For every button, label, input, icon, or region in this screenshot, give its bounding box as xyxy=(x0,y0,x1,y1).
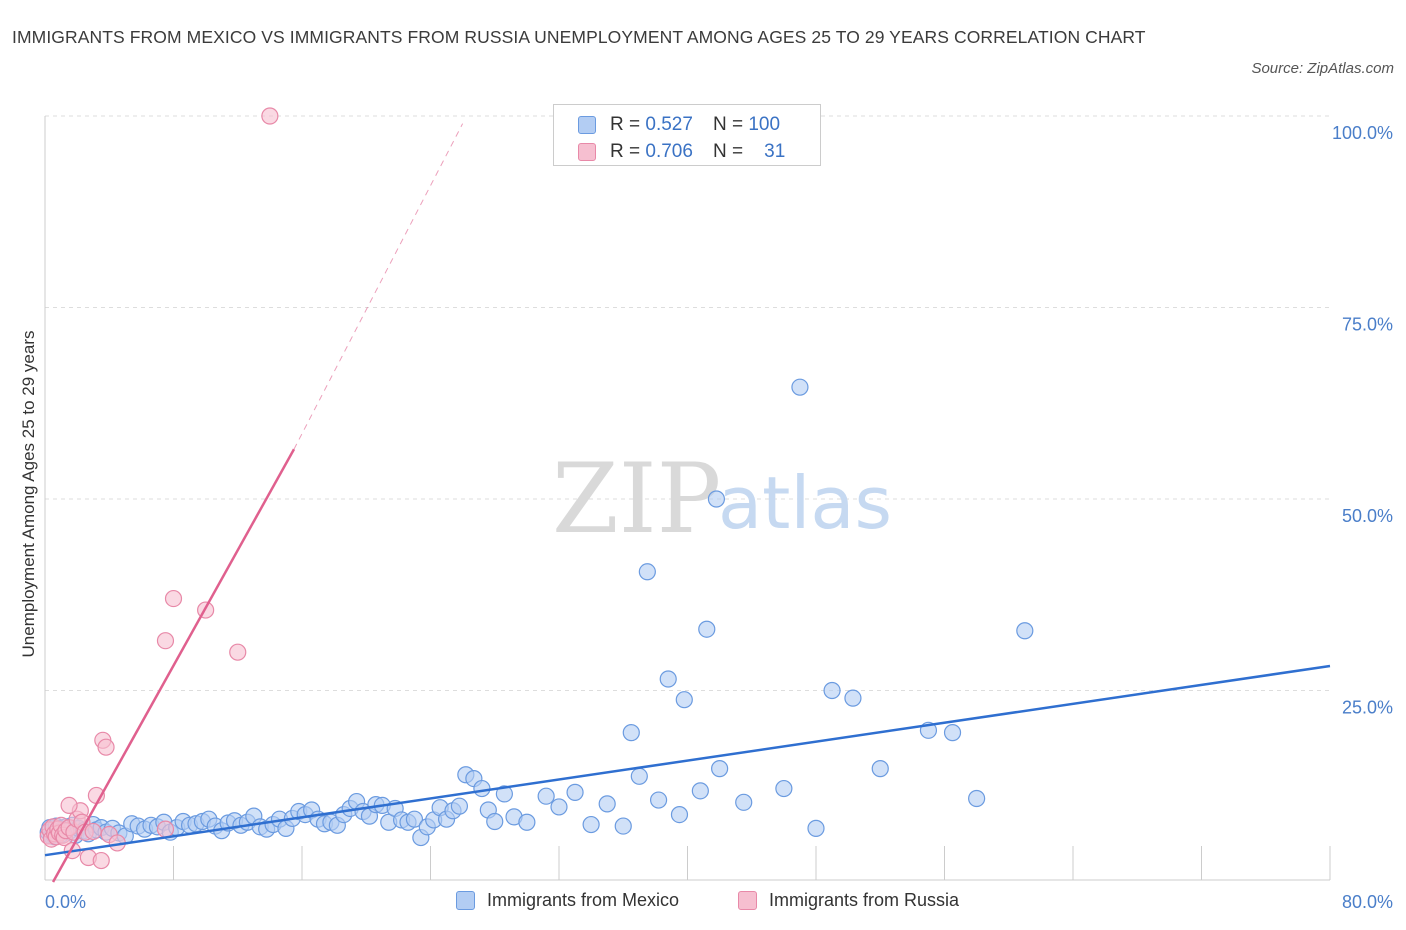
legend-row-mexico: R = 0.527 N = 100 xyxy=(578,112,780,138)
y-tick-label-50: 50.0% xyxy=(1342,506,1393,526)
russia-point xyxy=(164,589,183,608)
bottom-legend-label-mexico: Immigrants from Mexico xyxy=(487,890,680,910)
mexico-point xyxy=(735,793,753,811)
legend-r-label: R = xyxy=(610,114,641,135)
russia-point xyxy=(60,796,78,815)
mexico-point xyxy=(537,787,555,805)
mexico-point xyxy=(566,783,584,801)
bottom-legend-swatch-russia xyxy=(738,891,757,910)
russia-point xyxy=(156,632,175,650)
trend-line-russia xyxy=(51,448,296,883)
legend-r-mexico: 0.527 xyxy=(645,114,693,135)
gridlines xyxy=(45,115,1330,691)
bottom-legend-swatch-mexico xyxy=(456,891,475,910)
series-russia xyxy=(39,107,279,870)
mexico-point xyxy=(450,797,469,815)
x-tick-label-min: 0.0% xyxy=(45,892,86,912)
mexico-point xyxy=(486,812,504,831)
x-tick-labels: 0.0% 80.0% xyxy=(45,892,1393,912)
legend-n-label: N = xyxy=(712,141,744,162)
russia-point xyxy=(84,822,102,841)
mexico-point xyxy=(614,817,632,835)
trend-lines xyxy=(44,123,1331,883)
mexico-point xyxy=(844,689,862,707)
mexico-point xyxy=(659,670,677,688)
legend-r-label: R = xyxy=(610,141,641,162)
russia-point xyxy=(97,738,115,756)
mexico-point xyxy=(582,815,600,834)
series-mexico xyxy=(39,378,1034,847)
y-tick-label-25: 25.0% xyxy=(1342,698,1393,718)
bottom-legend-mexico: Immigrants from Mexico xyxy=(456,890,679,911)
mexico-point xyxy=(871,760,889,778)
watermark-atlas: atlas xyxy=(718,461,892,545)
y-tick-label-75: 75.0% xyxy=(1342,315,1393,335)
mexico-point xyxy=(675,691,693,709)
mexico-point xyxy=(598,795,616,813)
mexico-point xyxy=(823,681,841,700)
mexico-point xyxy=(670,805,689,824)
mexico-point xyxy=(622,724,640,742)
bottom-legend-label-russia: Immigrants from Russia xyxy=(769,890,960,910)
mexico-point xyxy=(550,798,568,816)
x-tick-label-max: 80.0% xyxy=(1342,892,1393,912)
mexico-point xyxy=(807,819,825,837)
legend-swatch-mexico xyxy=(578,116,596,134)
chart-title: IMMIGRANTS FROM MEXICO VS IMMIGRANTS FRO… xyxy=(12,27,1146,47)
legend-r-russia: 0.706 xyxy=(645,141,693,162)
mexico-point xyxy=(649,791,668,809)
legend-n-label: N = xyxy=(712,114,744,135)
watermark-zip: ZIP xyxy=(552,443,721,555)
legend-swatch-russia xyxy=(578,143,596,161)
legend-n-mexico: 100 xyxy=(748,114,781,135)
mexico-point xyxy=(711,760,729,778)
mexico-point xyxy=(405,810,424,828)
watermark: ZIP atlas xyxy=(552,443,892,555)
mexico-point xyxy=(630,767,648,785)
y-tick-labels: 100.0% 75.0% 50.0% 25.0% xyxy=(1332,123,1393,718)
mexico-point xyxy=(791,378,809,396)
trend-line-russia-extension xyxy=(293,123,464,450)
russia-point xyxy=(229,643,247,661)
mexico-point xyxy=(943,724,962,742)
bottom-legend-russia: Immigrants from Russia xyxy=(738,890,959,911)
russia-point xyxy=(92,851,110,870)
mexico-point xyxy=(1016,622,1034,640)
mexico-point xyxy=(691,782,709,800)
mexico-point xyxy=(638,563,656,581)
y-axis-label: Unemployment Among Ages 25 to 29 years xyxy=(19,331,38,658)
mexico-point xyxy=(698,620,716,638)
mexico-point xyxy=(968,789,986,808)
trend-line-mexico xyxy=(44,664,1331,857)
chart-source: Source: ZipAtlas.com xyxy=(1251,60,1394,77)
mexico-point xyxy=(495,785,513,803)
russia-point xyxy=(261,107,279,125)
legend-row-russia: R = 0.706 N = 31 xyxy=(578,139,785,165)
mexico-point xyxy=(473,779,491,798)
y-tick-label-100: 100.0% xyxy=(1332,123,1393,143)
mexico-point xyxy=(518,813,536,831)
russia-point xyxy=(156,820,175,838)
mexico-point xyxy=(775,779,793,798)
legend-box: R = 0.527 N = 100 R = 0.706 N = 31 xyxy=(553,104,821,166)
legend-n-russia: 31 xyxy=(764,141,786,162)
axes xyxy=(44,116,1331,881)
mexico-point xyxy=(707,490,726,508)
